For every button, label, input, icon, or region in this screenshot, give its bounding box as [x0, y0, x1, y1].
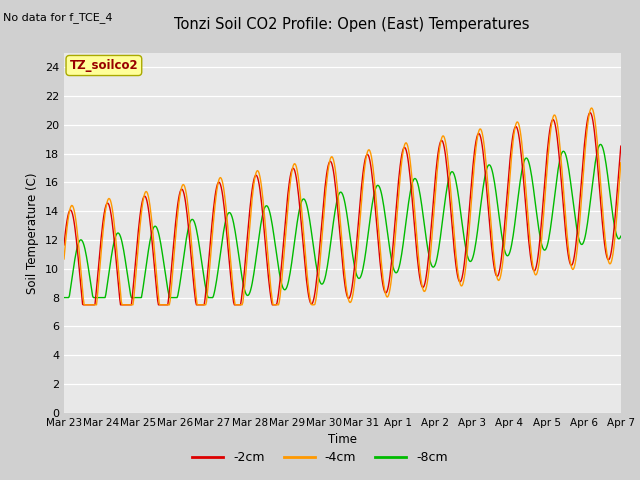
X-axis label: Time: Time: [328, 433, 357, 446]
Y-axis label: Soil Temperature (C): Soil Temperature (C): [26, 172, 39, 294]
Legend: -2cm, -4cm, -8cm: -2cm, -4cm, -8cm: [187, 446, 453, 469]
Text: Tonzi Soil CO2 Profile: Open (East) Temperatures: Tonzi Soil CO2 Profile: Open (East) Temp…: [174, 17, 530, 32]
Text: TZ_soilco2: TZ_soilco2: [70, 59, 138, 72]
Text: No data for f_TCE_4: No data for f_TCE_4: [3, 12, 113, 23]
